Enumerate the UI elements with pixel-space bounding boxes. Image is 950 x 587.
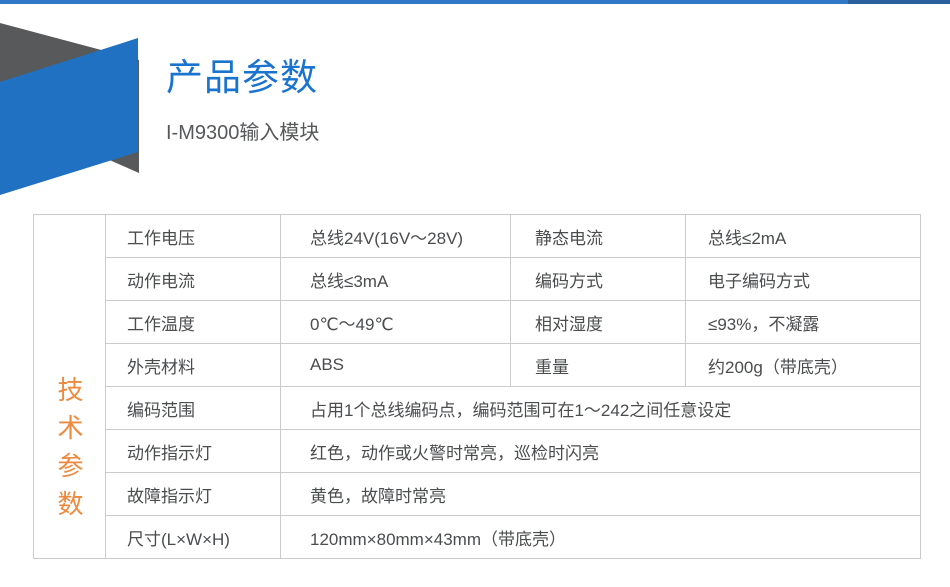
param-label: 相对湿度 [510, 300, 686, 344]
top-accent-bar-dark-segment [848, 0, 950, 4]
param-label: 动作指示灯 [105, 429, 281, 473]
param-value: 占用1个总线编码点，编码范围可在1～242之间任意设定 [280, 386, 921, 430]
param-label: 尺寸(L×W×H) [105, 515, 281, 559]
table-row: 工作温度 0℃～49℃ 相对湿度 ≤93%，不凝露 [34, 300, 921, 344]
param-label: 工作电压 [105, 214, 281, 258]
table-row: 动作指示灯 红色，动作或火警时常亮，巡检时闪亮 [34, 429, 921, 473]
header-block: 产品参数 I-M9300输入模块 [166, 57, 320, 145]
corner-flag-decoration [0, 23, 139, 195]
param-label: 故障指示灯 [105, 472, 281, 516]
table-row: 故障指示灯 黄色，故障时常亮 [34, 472, 921, 516]
param-value: 电子编码方式 [685, 257, 921, 301]
param-value: ≤93%，不凝露 [685, 300, 921, 344]
param-label: 动作电流 [105, 257, 281, 301]
side-header-vertical-text: 技术参数 [54, 376, 84, 528]
table-row: 编码范围 占用1个总线编码点，编码范围可在1～242之间任意设定 [34, 386, 921, 430]
table-row: 尺寸(L×W×H) 120mm×80mm×43mm（带底壳） [34, 515, 921, 559]
side-header-cell: 技术参数 [33, 214, 106, 559]
page-title: 产品参数 [166, 57, 318, 98]
param-label: 编码方式 [510, 257, 686, 301]
param-label: 静态电流 [510, 214, 686, 258]
param-value: ABS [280, 343, 511, 387]
param-value: 约200g（带底壳） [685, 343, 921, 387]
param-value: 总线≤2mA [685, 214, 921, 258]
table-row: 技术参数 工作电压 总线24V(16V～28V) 静态电流 总线≤2mA [33, 214, 921, 559]
param-label: 编码范围 [105, 386, 281, 430]
param-value: 黄色，故障时常亮 [280, 472, 921, 516]
page-subtitle: I-M9300输入模块 [166, 121, 320, 144]
param-value: 红色，动作或火警时常亮，巡检时闪亮 [280, 429, 921, 473]
blue-flag-shape [0, 38, 138, 195]
param-value: 总线24V(16V～28V) [280, 214, 511, 258]
param-value: 0℃～49℃ [280, 300, 511, 344]
param-value: 120mm×80mm×43mm（带底壳） [280, 515, 921, 559]
param-label: 外壳材料 [105, 343, 281, 387]
table-row: 外壳材料 ABS 重量 约200g（带底壳） [34, 343, 921, 387]
top-accent-bar [0, 0, 950, 4]
param-value: 总线≤3mA [280, 257, 511, 301]
param-label: 工作温度 [105, 300, 281, 344]
table-row: 动作电流 总线≤3mA 编码方式 电子编码方式 [34, 257, 921, 301]
technical-parameters-table: 技术参数 工作电压 总线24V(16V～28V) 静态电流 总线≤2mA 动作电… [33, 214, 921, 559]
param-label: 重量 [510, 343, 686, 387]
